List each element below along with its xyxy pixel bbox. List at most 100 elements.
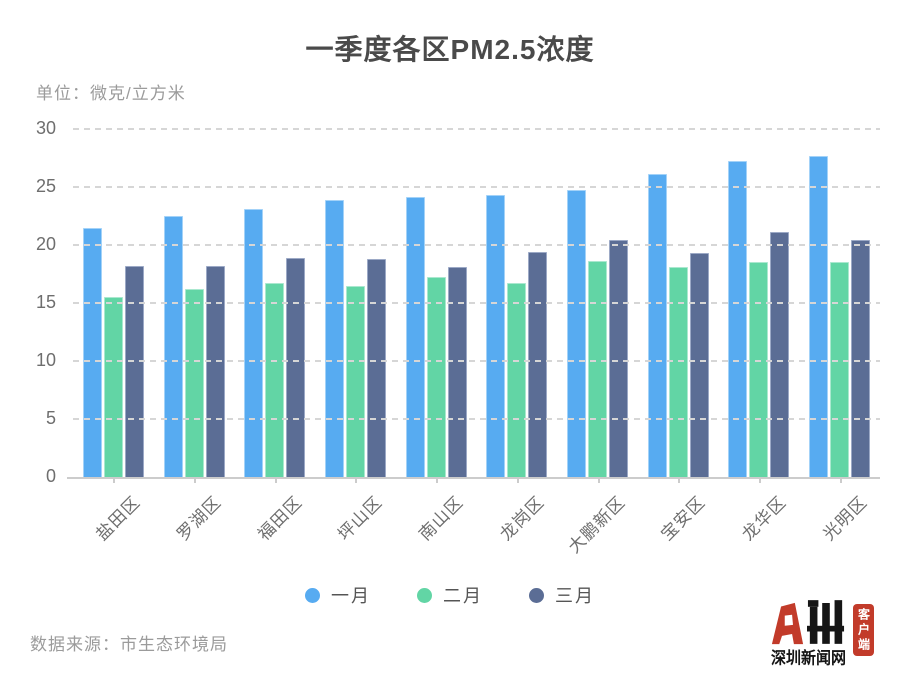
legend-label: 三月 [555, 586, 595, 606]
chart-title: 一季度各区PM2.5浓度 [305, 34, 595, 65]
brand-logo-left: 深圳新闻网 [771, 599, 846, 668]
x-axis-label-龙岗区: 龙岗区 [496, 492, 548, 545]
bar-龙岗区-二月 [507, 283, 527, 477]
x-axis-label-南山区: 南山区 [415, 492, 468, 545]
y-axis-label-10: 10 [35, 350, 56, 370]
bar-福田区-三月 [286, 257, 306, 477]
x-axis-label-龙华区: 龙华区 [738, 492, 790, 545]
y-axis-label-25: 25 [35, 176, 56, 196]
bar-宝安区-一月 [647, 174, 667, 477]
bar-cluster [486, 195, 548, 477]
gridline-15 [73, 302, 880, 304]
bar-龙岗区-一月 [486, 195, 506, 477]
x-axis-line [67, 477, 880, 479]
x-axis-tick [436, 477, 439, 483]
bar-龙华区-二月 [749, 262, 769, 477]
bar-大鹏新区-一月 [567, 190, 587, 477]
legend-label: 二月 [443, 586, 483, 606]
bar-cluster [324, 199, 386, 477]
bar-福田区-二月 [265, 283, 285, 477]
bar-cluster [244, 209, 306, 477]
bar-盐田区-三月 [124, 265, 144, 477]
legend-dot-icon [417, 587, 432, 603]
bar-group-坪山区: 坪山区 [315, 129, 396, 544]
y-axis-label-15: 15 [35, 292, 56, 312]
bar-cluster [405, 197, 467, 477]
bar-坪山区-一月 [324, 199, 344, 477]
bar-宝安区-三月 [689, 253, 709, 477]
x-axis-label-坪山区: 坪山区 [334, 492, 387, 545]
bar-group-龙岗区: 龙岗区 [477, 129, 558, 544]
legend-item-二月: 二月 [417, 582, 483, 608]
bar-group-盐田区: 盐田区 [73, 129, 154, 544]
y-axis-label-5: 5 [45, 408, 56, 428]
bar-光明区-二月 [830, 262, 850, 477]
x-axis-label-罗湖区: 罗湖区 [173, 492, 226, 545]
bar-盐田区-一月 [82, 227, 102, 477]
legend: 一月 二月 三月 [0, 582, 900, 608]
bar-cluster [647, 174, 709, 477]
bar-福田区-一月 [244, 209, 264, 477]
brand-mark-black-icon [806, 600, 845, 644]
x-axis-label-盐田区: 盐田区 [92, 492, 145, 545]
bar-cluster [567, 190, 629, 477]
source-note: 数据来源：市生态环境局 [30, 635, 228, 654]
x-axis-tick [274, 477, 277, 483]
x-axis-tick [194, 477, 197, 483]
x-axis-tick [113, 477, 116, 483]
bar-龙华区-三月 [770, 232, 790, 477]
bar-group-福田区: 福田区 [234, 129, 315, 544]
x-axis-label-光明区: 光明区 [819, 492, 871, 545]
bar-cluster [809, 155, 871, 477]
brand-badge: 客户端 [853, 604, 874, 656]
gridline-20 [73, 244, 880, 246]
brand-badge-text: 客户端 [856, 607, 871, 653]
x-axis-tick [758, 477, 761, 483]
bar-group-大鹏新区: 大鹏新区 [557, 129, 638, 557]
bar-cluster [163, 216, 225, 477]
bar-宝安区-二月 [668, 267, 688, 477]
legend-item-一月: 一月 [305, 582, 371, 608]
bar-南山区-二月 [426, 277, 446, 477]
bar-坪山区-三月 [366, 258, 386, 477]
x-axis-tick [839, 477, 842, 483]
bar-光明区-一月 [809, 155, 829, 477]
bar-大鹏新区-三月 [609, 240, 629, 477]
gridline-10 [73, 360, 880, 362]
x-axis-label-宝安区: 宝安区 [657, 492, 710, 545]
bar-group-南山区: 南山区 [396, 129, 477, 544]
brand-logo-glyphs [771, 599, 845, 645]
plot-area: 盐田区 罗湖区 福田区 坪山区 南山区 龙岗区 大鹏新区 宝安区 龙华区 光明区 [67, 128, 880, 557]
bar-cluster [82, 227, 144, 477]
gridline-25 [73, 186, 880, 188]
legend-label: 一月 [331, 586, 371, 606]
x-axis-tick [516, 477, 519, 483]
brand-name: 深圳新闻网 [770, 649, 846, 668]
x-axis-tick [355, 477, 358, 483]
gridline-5 [73, 418, 880, 420]
bar-龙华区-一月 [728, 161, 748, 477]
bar-group-光明区: 光明区 [799, 129, 880, 544]
bar-罗湖区-三月 [205, 265, 225, 477]
bar-group-宝安区: 宝安区 [638, 129, 719, 544]
brand-logo: 深圳新闻网 客户端 [771, 599, 874, 668]
legend-dot-icon [529, 587, 544, 603]
bar-cluster [728, 161, 790, 477]
legend-dot-icon [305, 587, 320, 603]
bar-南山区-三月 [447, 267, 467, 477]
x-axis-tick [597, 477, 600, 483]
bar-罗湖区-二月 [184, 289, 204, 477]
y-axis-label-30: 30 [35, 118, 56, 138]
y-axis-label-20: 20 [35, 234, 56, 254]
bar-坪山区-二月 [345, 285, 365, 477]
x-axis-label-福田区: 福田区 [254, 492, 306, 545]
y-axis-label-0: 0 [45, 466, 56, 486]
x-axis-label-大鹏新区: 大鹏新区 [564, 492, 629, 557]
bar-group-龙华区: 龙华区 [719, 129, 800, 544]
bar-龙岗区-三月 [528, 251, 548, 477]
bar-大鹏新区-二月 [588, 261, 608, 477]
bar-罗湖区-一月 [163, 216, 183, 477]
legend-item-三月: 三月 [529, 582, 595, 608]
bar-盐田区-二月 [103, 297, 123, 477]
